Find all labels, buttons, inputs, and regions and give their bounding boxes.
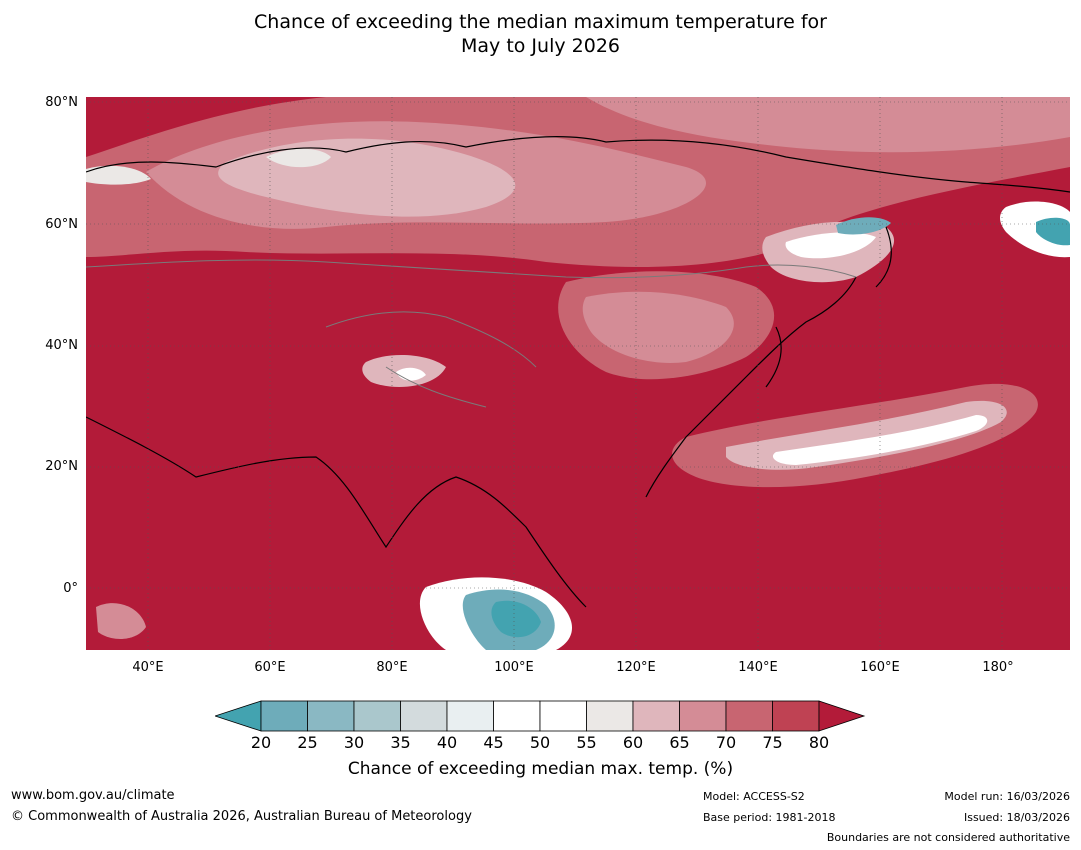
footer-model: Model: ACCESS-S2: [703, 790, 805, 803]
lat-label-0: 0°: [63, 581, 78, 596]
colorbar-segment-60-65: [632, 700, 680, 732]
lat-label-40n: 40°N: [45, 338, 78, 353]
indian-ocean-probability-area-teal: [491, 600, 541, 638]
colorbar: [215, 700, 866, 732]
coast-south-asia: [86, 416, 587, 608]
map-canvas: [86, 97, 1070, 650]
boundary-india: [385, 366, 487, 408]
colorbar-tick-35: 35: [390, 733, 411, 752]
china-probability-area-65: [582, 291, 734, 363]
map-title: Chance of exceeding the median maximum t…: [0, 10, 1081, 58]
colorbar-tick-20: 20: [250, 733, 272, 752]
lon-label-180: 180°: [982, 660, 1014, 675]
footer-disclaimer: Boundaries are not considered authoritat…: [826, 831, 1070, 844]
lat-label-20n: 20°N: [45, 459, 78, 474]
colorbar-segment-70-75: [725, 700, 773, 732]
forecast-map: [86, 97, 1070, 650]
colorbar-tick-70: 70: [715, 733, 737, 752]
colorbar-tick-45: 45: [483, 733, 504, 752]
colorbar-segment-20-25: [260, 700, 308, 732]
colorbar-segment-55-60: [586, 700, 634, 732]
colorbar-segment-45-50: [493, 700, 541, 732]
colorbar-segment-35-40: [400, 700, 448, 732]
graticule: [86, 97, 1070, 650]
coastlines: [86, 135, 1070, 608]
title-line-2: May to July 2026: [461, 35, 620, 57]
bering-probability-blue: [1036, 217, 1070, 246]
colorbar-extend-high: [818, 700, 866, 732]
lon-label-160e: 160°E: [860, 660, 900, 675]
boundary-china-west: [325, 311, 537, 368]
lat-label-60n: 60°N: [45, 217, 78, 232]
colorbar-segment-50-55: [539, 700, 587, 732]
colorbar-extend-low: [215, 700, 262, 732]
coast-kamchatka: [875, 226, 892, 288]
arctic-band-light: [586, 97, 1070, 153]
lon-label-120e: 120°E: [616, 660, 656, 675]
colorbar-segment-25-30: [307, 700, 355, 732]
colorbar-segment-40-45: [446, 700, 494, 732]
pacific-probability-band-white: [772, 415, 988, 465]
okhotsk-probability-white: [785, 232, 876, 259]
colorbar-tick-80: 80: [808, 733, 830, 752]
colorbar-tick-75: 75: [762, 733, 783, 752]
title-line-1: Chance of exceeding the median maximum t…: [254, 11, 827, 33]
colorbar-tick-40: 40: [436, 733, 458, 752]
bering-probability-white: [1000, 201, 1070, 258]
lon-label-140e: 140°E: [738, 660, 778, 675]
lat-label-80n: 80°N: [45, 95, 78, 110]
footer-copyright: © Commonwealth of Australia 2026, Austra…: [11, 809, 472, 824]
lon-label-60e: 60°E: [254, 660, 286, 675]
colorbar-tick-50: 50: [529, 733, 551, 752]
colorbar-label: Chance of exceeding median max. temp. (%…: [347, 759, 734, 779]
lon-label-100e: 100°E: [494, 660, 534, 675]
coast-eurasia-north: [86, 135, 1070, 193]
coast-pacific-east: [645, 276, 857, 498]
footer-url: www.bom.gov.au/climate: [11, 788, 175, 803]
boundary-russia-south: [86, 259, 857, 279]
colorbar-tick-60: 60: [622, 733, 644, 752]
colorbar-tick-55: 55: [576, 733, 597, 752]
northern-probability-spot-white-2: [86, 165, 151, 185]
colorbar-segments: [215, 700, 866, 732]
colorbar-tick-30: 30: [343, 733, 365, 752]
coast-japan: [765, 326, 782, 388]
lon-label-80e: 80°E: [376, 660, 408, 675]
footer-model-run: Model run: 16/03/2026: [944, 790, 1070, 803]
colorbar-tick-25: 25: [297, 733, 318, 752]
colorbar-segment-30-35: [353, 700, 401, 732]
arabian-sea-probability-spot: [96, 603, 146, 639]
footer-base-period: Base period: 1981-2018: [703, 811, 836, 824]
colorbar-segment-65-70: [679, 700, 727, 732]
footer-issued: Issued: 18/03/2026: [963, 811, 1070, 824]
colorbar-tick-65: 65: [669, 733, 690, 752]
okhotsk-probability-blue: [836, 217, 891, 235]
lon-label-40e: 40°E: [132, 660, 164, 675]
northern-probability-spot-white: [266, 148, 331, 168]
colorbar-segment-75-80: [772, 700, 820, 732]
